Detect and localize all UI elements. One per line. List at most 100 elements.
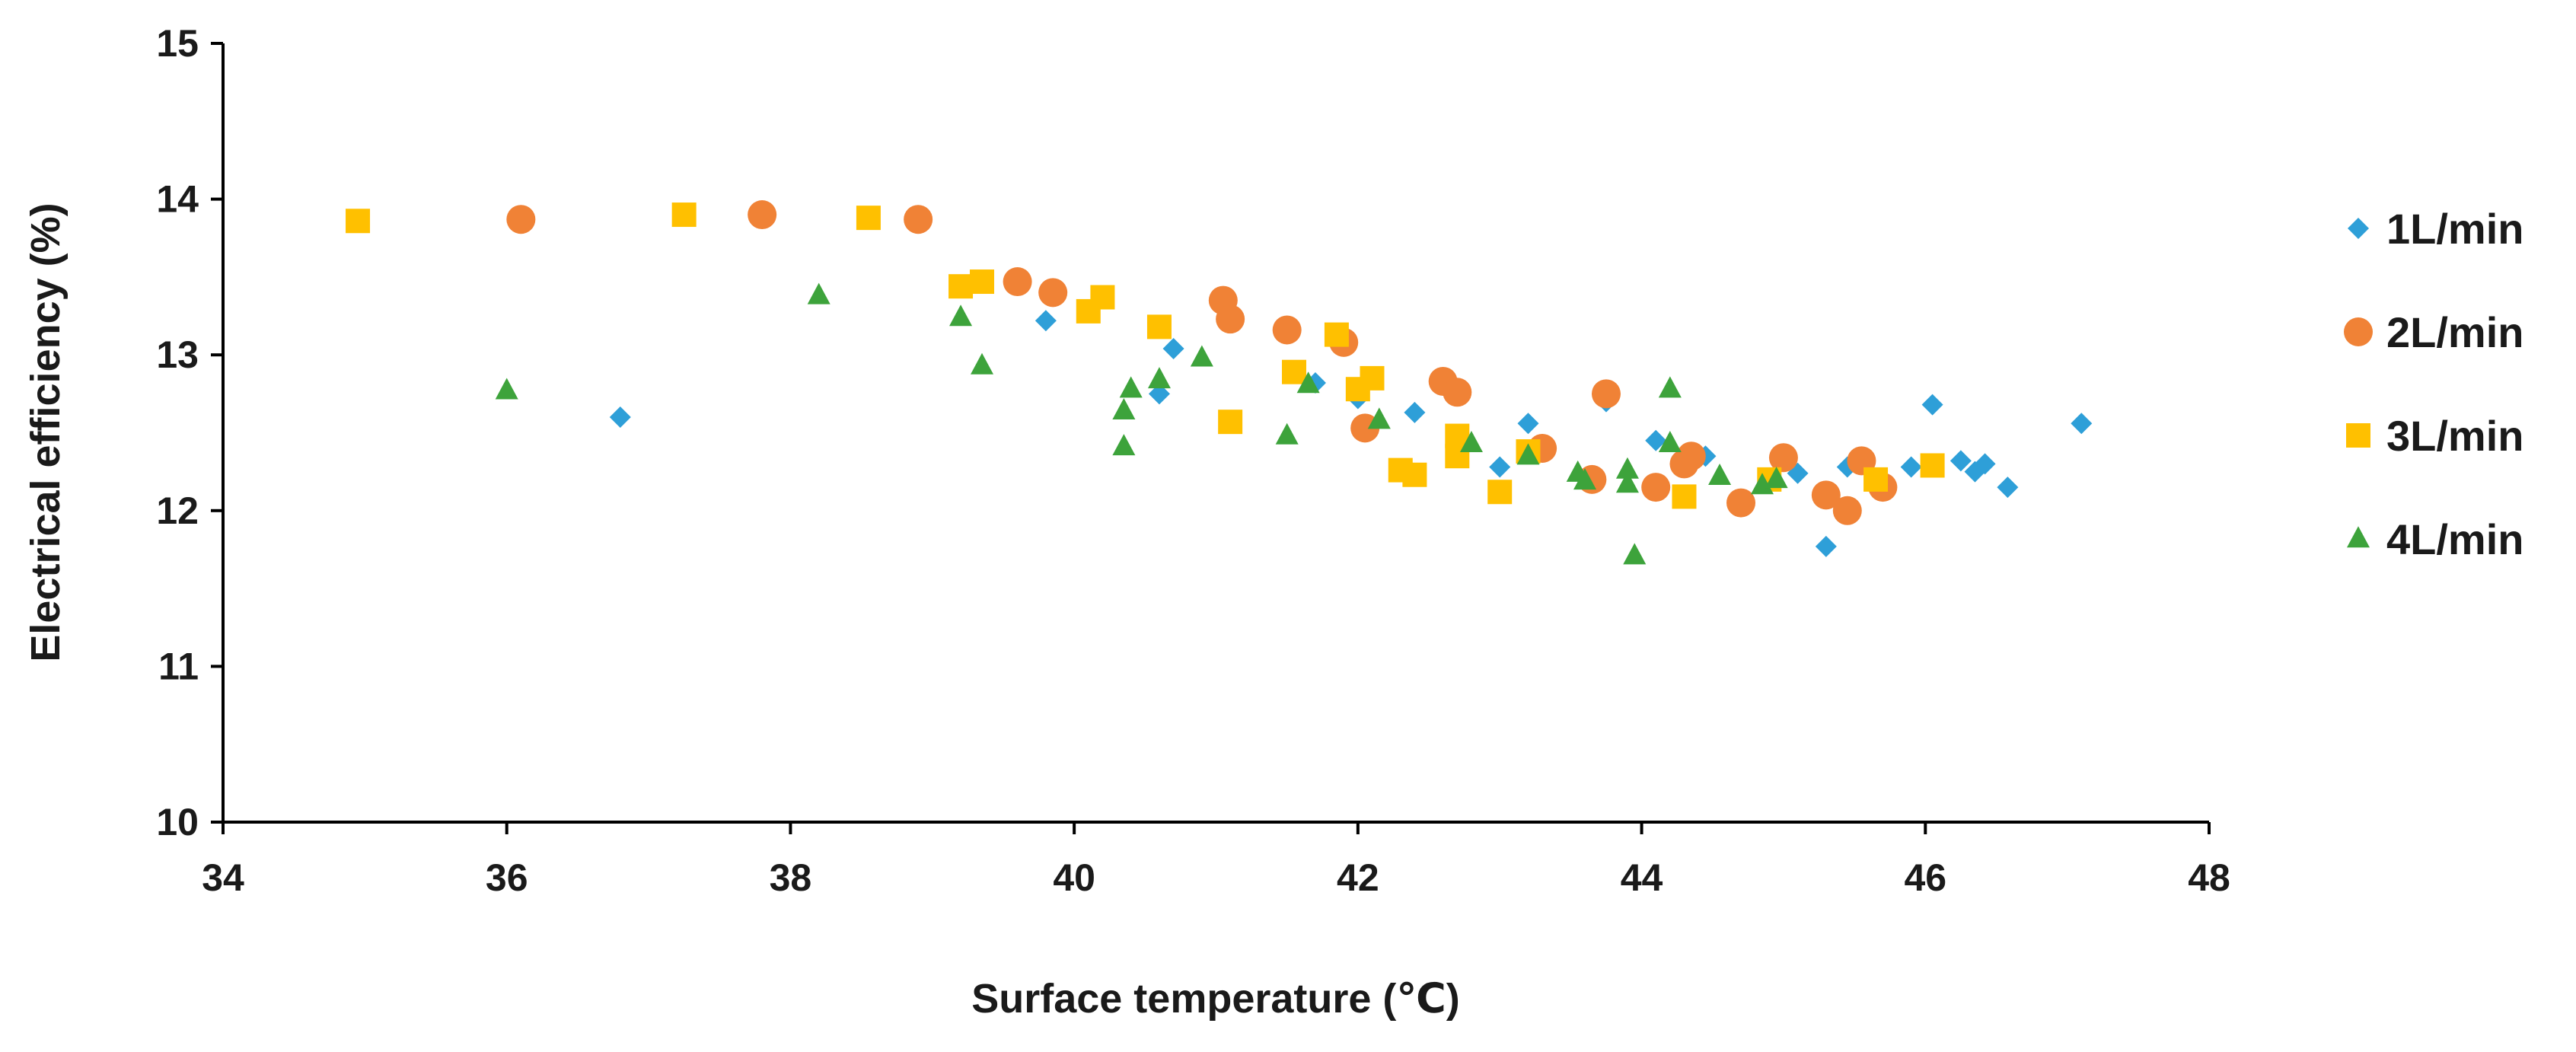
legend-label-2l-min: 2L/min	[2386, 308, 2523, 356]
x-tick-label: 46	[1904, 856, 1946, 899]
y-tick-label: 15	[156, 22, 199, 65]
legend-item-4l-min: 4L/min	[2347, 515, 2523, 563]
data-point-1l-min	[1517, 413, 1539, 435]
y-tick-label: 10	[156, 801, 199, 843]
data-point-4l-min	[1190, 345, 1213, 367]
data-point-3l-min	[671, 202, 697, 228]
data-point-3l-min	[346, 209, 371, 234]
data-point-4l-min	[1765, 467, 1788, 489]
data-point-3l-min	[948, 274, 974, 299]
y-axis-title: Electrical efficiency (%)	[23, 202, 69, 661]
data-point-2l-min	[1811, 480, 1841, 510]
legend-marker-1l-min	[2348, 218, 2369, 239]
data-point-1l-min	[1404, 401, 1426, 423]
y-tick-label: 13	[156, 333, 199, 376]
data-point-1l-min	[1921, 394, 1943, 416]
x-tick-label: 42	[1337, 856, 1379, 899]
data-point-1l-min	[1148, 383, 1170, 405]
data-point-4l-min	[1708, 463, 1732, 485]
data-point-1l-min	[1900, 456, 1922, 478]
series-4l-min	[495, 282, 1788, 565]
data-point-4l-min	[1750, 473, 1774, 495]
data-point-2l-min	[1272, 315, 1302, 345]
data-point-3l-min	[1146, 314, 1172, 340]
data-point-2l-min	[1768, 443, 1798, 473]
data-point-2l-min	[1641, 473, 1671, 502]
data-point-4l-min	[1112, 398, 1136, 420]
x-tick-label: 34	[202, 856, 244, 899]
data-point-4l-min	[1119, 376, 1143, 398]
data-point-4l-min	[1615, 457, 1639, 479]
x-tick-label: 40	[1053, 856, 1095, 899]
data-point-2l-min	[1591, 379, 1621, 409]
legend: 1L/min 2L/min 3L/min 4L/min	[2344, 205, 2523, 563]
data-point-4l-min	[1623, 543, 1647, 565]
data-point-3l-min	[1324, 322, 1349, 347]
data-points	[346, 200, 2093, 565]
data-point-2l-min	[1676, 442, 1706, 471]
legend-item-1l-min: 1L/min	[2348, 205, 2523, 253]
data-point-3l-min	[856, 206, 881, 231]
data-point-3l-min	[1487, 480, 1513, 505]
axes	[222, 43, 2209, 824]
y-tick-label: 11	[158, 645, 199, 687]
data-point-1l-min	[1997, 477, 2019, 499]
legend-label-1l-min: 1L/min	[2386, 205, 2523, 253]
data-point-1l-min	[1815, 535, 1837, 557]
legend-marker-2l-min	[2344, 317, 2373, 346]
data-point-1l-min	[1035, 310, 1057, 332]
data-point-2l-min	[1726, 488, 1756, 518]
y-tick-label: 12	[156, 489, 199, 532]
data-point-1l-min	[1950, 450, 1972, 472]
data-point-2l-min	[1832, 496, 1862, 525]
data-point-4l-min	[1296, 371, 1320, 394]
data-point-1l-min	[1645, 429, 1667, 451]
legend-item-2l-min: 2L/min	[2344, 308, 2523, 356]
legend-label-4l-min: 4L/min	[2386, 515, 2523, 563]
legend-marker-4l-min	[2347, 526, 2370, 548]
data-point-1l-min	[1974, 453, 1996, 475]
data-point-3l-min	[970, 269, 995, 295]
data-point-2l-min	[748, 200, 777, 230]
data-point-4l-min	[1658, 431, 1682, 453]
data-point-3l-min	[1402, 462, 1427, 487]
data-point-4l-min	[495, 378, 518, 400]
data-point-4l-min	[971, 352, 994, 375]
data-point-3l-min	[1218, 410, 1243, 435]
data-point-3l-min	[1920, 453, 1945, 478]
x-tick-label: 38	[770, 856, 812, 899]
data-point-2l-min	[1038, 278, 1068, 308]
data-point-4l-min	[807, 282, 831, 304]
data-point-3l-min	[1090, 285, 1115, 310]
data-point-4l-min	[949, 304, 973, 327]
data-point-4l-min	[1112, 434, 1136, 456]
data-point-2l-min	[1003, 267, 1032, 297]
data-point-4l-min	[1459, 431, 1483, 453]
data-point-2l-min	[506, 205, 536, 234]
x-axis-title: Surface temperature (℃)	[971, 976, 1460, 1022]
x-tick-label: 36	[486, 856, 528, 899]
data-point-3l-min	[1281, 359, 1306, 384]
data-point-4l-min	[1516, 443, 1540, 465]
data-point-4l-min	[1147, 367, 1171, 389]
legend-marker-3l-min	[2346, 423, 2370, 448]
data-point-4l-min	[1658, 376, 1682, 398]
data-point-3l-min	[1672, 484, 1697, 509]
data-point-1l-min	[2071, 413, 2093, 435]
data-point-4l-min	[1573, 468, 1597, 490]
data-point-1l-min	[609, 406, 631, 429]
data-point-1l-min	[1162, 338, 1184, 360]
data-point-2l-min	[904, 205, 933, 234]
ticks: 34 36 38 40 42 44 46 48 10 11 12 13 14 15	[156, 22, 2230, 899]
data-point-2l-min	[1443, 378, 1472, 407]
legend-label-3l-min: 3L/min	[2386, 412, 2523, 460]
x-tick-label: 44	[1621, 856, 1663, 899]
data-point-4l-min	[1367, 407, 1391, 429]
data-point-4l-min	[1275, 422, 1299, 445]
data-point-2l-min	[1216, 304, 1245, 334]
data-point-1l-min	[1489, 456, 1511, 478]
x-tick-label: 48	[2188, 856, 2230, 899]
legend-item-3l-min: 3L/min	[2346, 412, 2523, 460]
data-point-4l-min	[1615, 471, 1639, 493]
